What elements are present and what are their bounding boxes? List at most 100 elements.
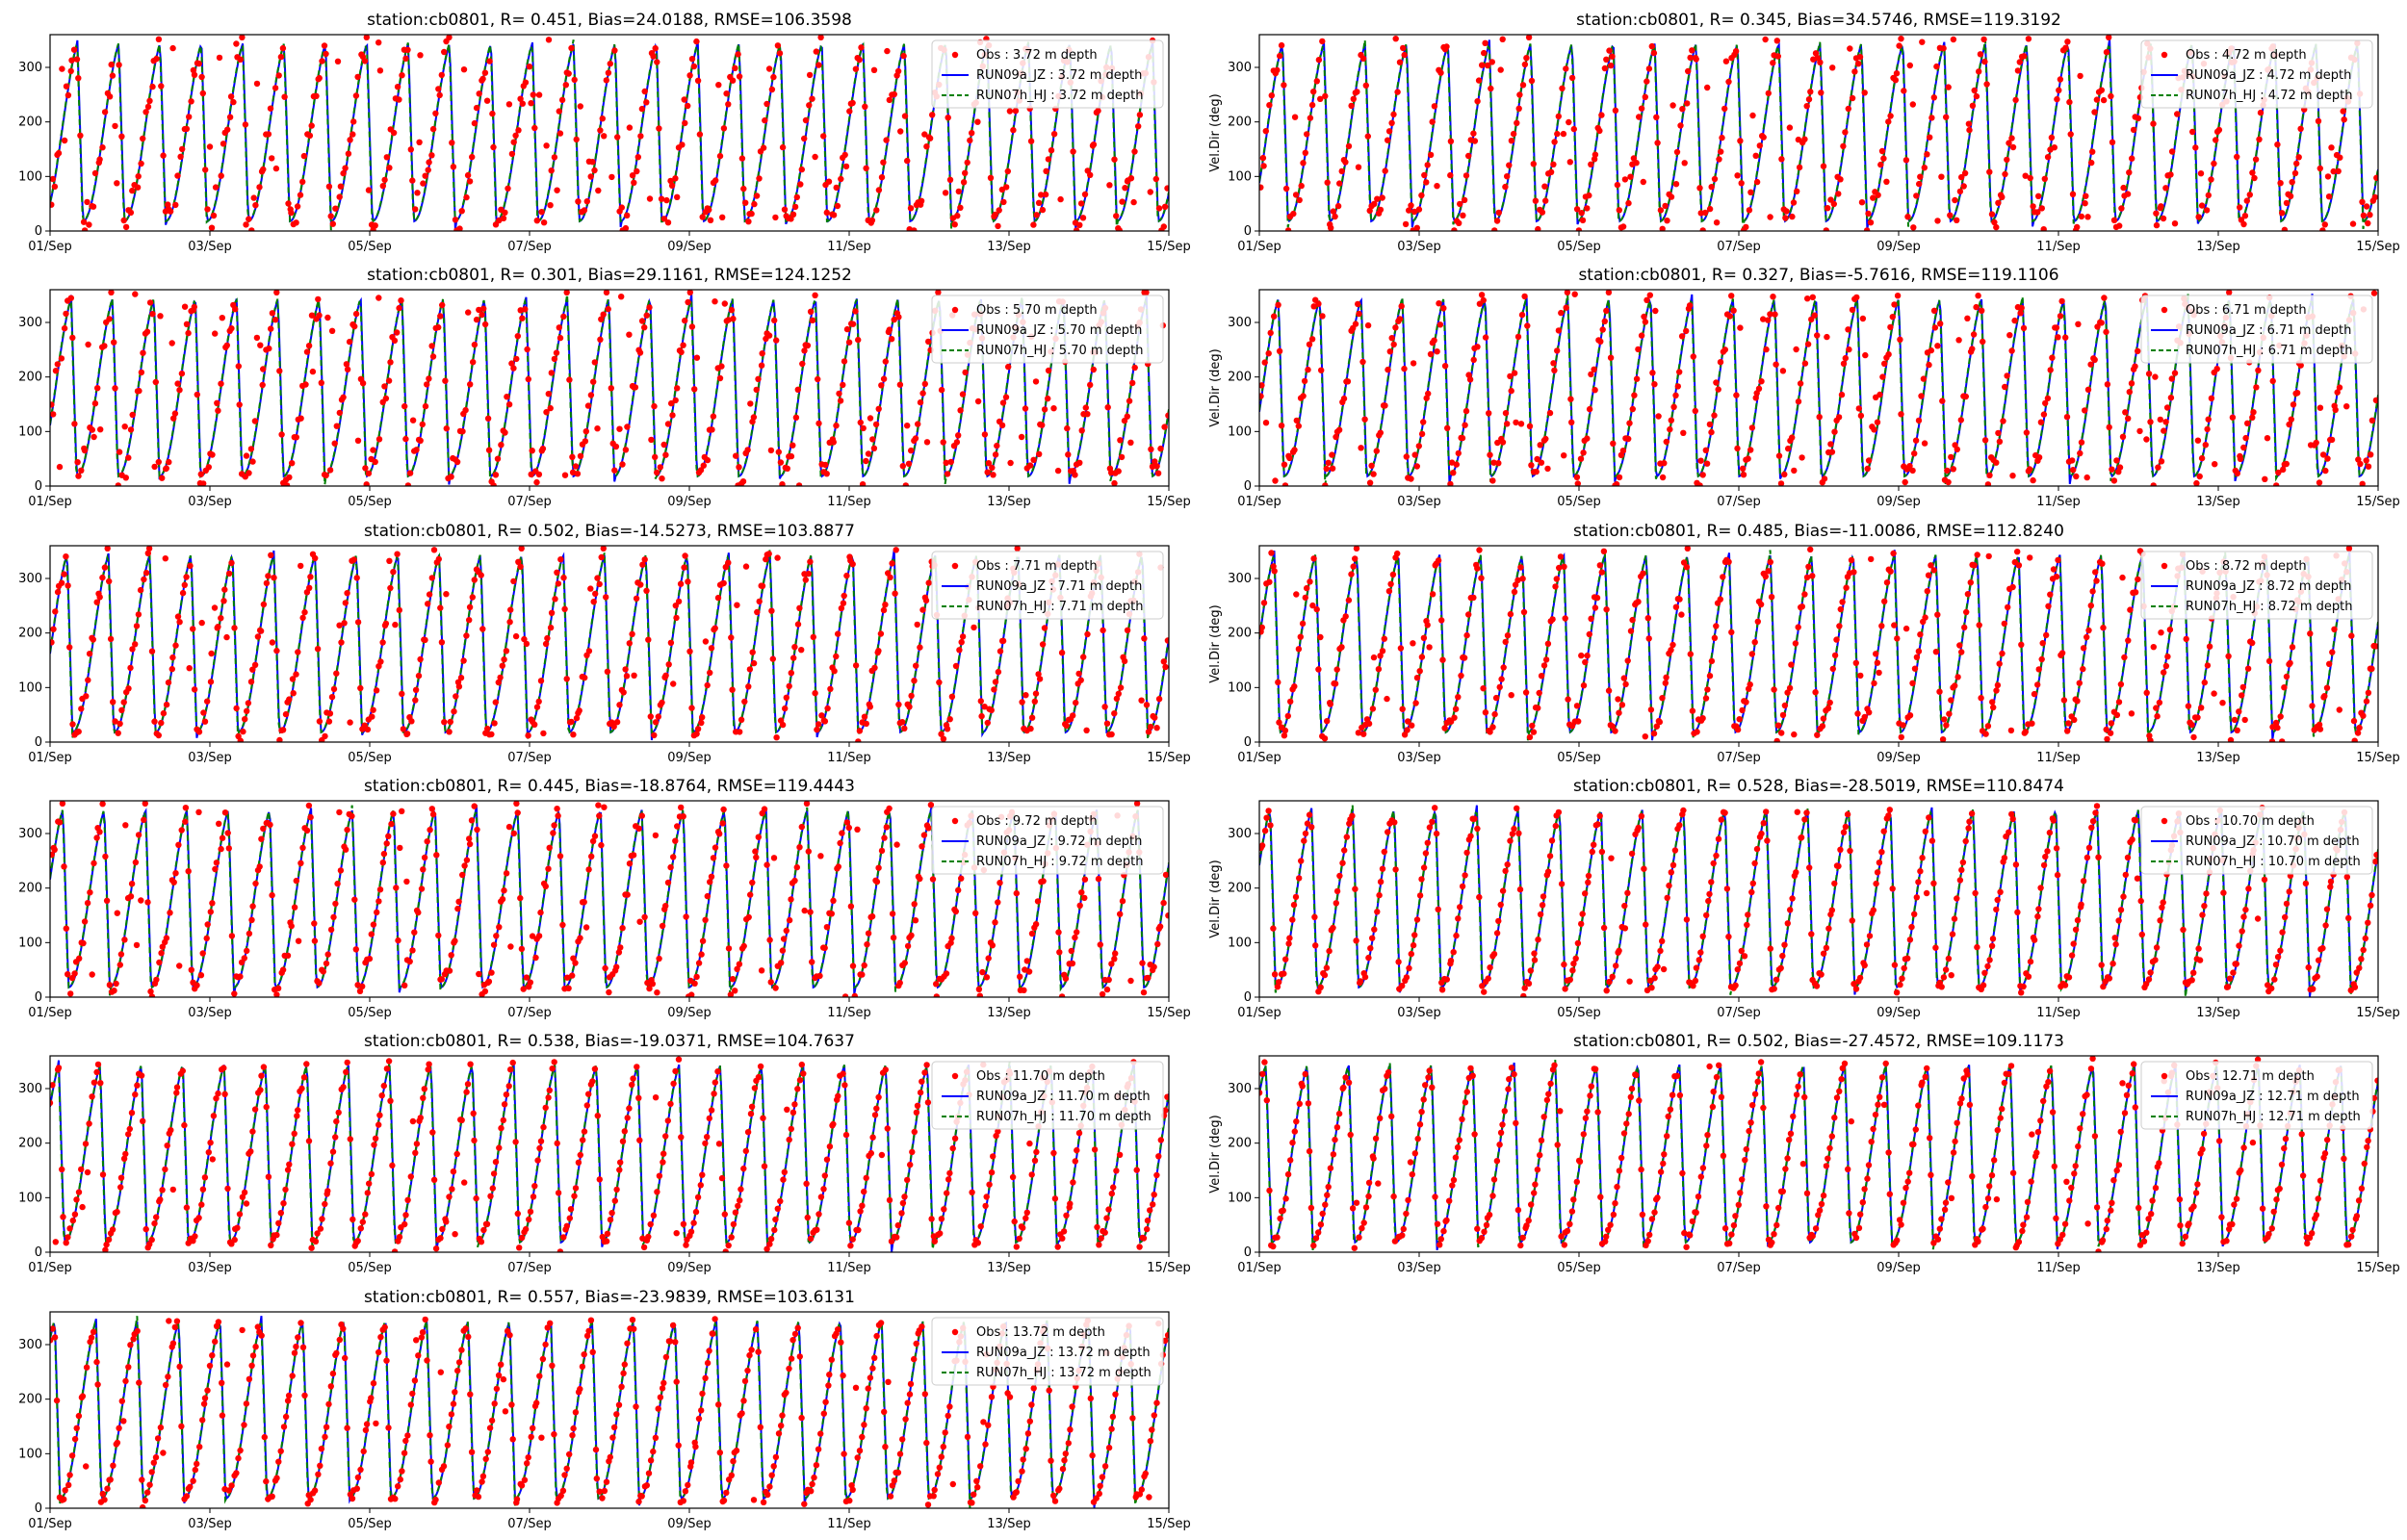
y-tick-label: 200 [1228, 882, 1252, 896]
obs-point [775, 449, 782, 455]
obs-point [945, 1176, 952, 1183]
obs-point [221, 1091, 228, 1098]
obs-point [677, 580, 685, 587]
obs-point [1074, 1146, 1080, 1154]
obs-point [1830, 200, 1838, 208]
obs-point [572, 960, 579, 966]
obs-point [1153, 725, 1160, 732]
obs-point [233, 40, 240, 47]
obs-point [1775, 452, 1783, 459]
obs-point [1482, 334, 1489, 341]
obs-point [2279, 738, 2286, 742]
obs-point [2089, 148, 2096, 155]
obs-point [1760, 820, 1768, 827]
obs-point [254, 633, 262, 640]
obs-point [636, 349, 644, 356]
obs-point [1353, 937, 1359, 944]
obs-point [1427, 350, 1435, 358]
obs-point [2249, 639, 2256, 647]
subplot-title: station:cb0801, R= 0.451, Bias=24.0188, … [367, 11, 852, 30]
obs-point [1352, 555, 1359, 562]
obs-point [949, 1144, 956, 1152]
obs-point [723, 862, 730, 869]
obs-point [84, 1168, 91, 1176]
obs-point [908, 447, 915, 454]
obs-point [1928, 346, 1935, 354]
obs-point [914, 621, 920, 629]
y-tick-label: 100 [18, 936, 42, 950]
obs-point [626, 124, 634, 131]
obs-point [1033, 212, 1040, 218]
obs-point [1909, 680, 1916, 686]
obs-point [1145, 729, 1152, 735]
obs-point [915, 421, 921, 427]
obs-point [1883, 178, 1890, 185]
obs-point [89, 1093, 95, 1100]
obs-point [403, 878, 410, 886]
obs-point [2078, 213, 2085, 220]
obs-point [940, 439, 946, 446]
obs-point [155, 458, 162, 466]
legend-label: RUN07h_HJ : 6.71 m depth [2186, 344, 2353, 358]
obs-point [251, 1106, 259, 1113]
obs-point [116, 62, 122, 68]
obs-point [1786, 684, 1794, 692]
obs-point [962, 369, 969, 376]
obs-point [2009, 583, 2016, 591]
obs-point [1600, 548, 1608, 554]
obs-point [404, 482, 412, 486]
obs-point [1286, 935, 1293, 941]
obs-point [716, 152, 724, 160]
obs-point [342, 600, 349, 606]
obs-point [1083, 727, 1090, 733]
obs-point [748, 1103, 756, 1111]
obs-point [1359, 55, 1367, 62]
obs-point [465, 309, 472, 316]
obs-point [722, 1248, 729, 1252]
obs-point [946, 176, 954, 183]
obs-point [1108, 961, 1115, 967]
obs-point [1894, 635, 1901, 642]
obs-point [73, 1196, 80, 1203]
obs-point [2087, 603, 2094, 609]
obs-point [1616, 947, 1622, 954]
obs-point [1812, 50, 1820, 57]
obs-point [2153, 221, 2161, 229]
obs-point [1669, 641, 1676, 649]
obs-point [2241, 716, 2248, 724]
obs-point [1584, 435, 1591, 442]
obs-point [1644, 615, 1652, 622]
obs-point [880, 159, 887, 166]
obs-point [921, 380, 928, 388]
obs-point [1418, 192, 1425, 199]
obs-point [289, 676, 297, 682]
obs-point [760, 144, 767, 151]
obs-point [2237, 204, 2243, 211]
obs-point [1317, 984, 1324, 990]
obs-point [257, 628, 265, 634]
obs-point [990, 472, 996, 478]
obs-point [523, 974, 531, 981]
obs-point [215, 1090, 221, 1097]
obs-point [1098, 1235, 1104, 1242]
obs-point [607, 1217, 614, 1223]
obs-point [2074, 916, 2082, 924]
obs-point [1662, 202, 1669, 210]
obs-point [571, 76, 578, 84]
obs-point [1703, 460, 1711, 467]
obs-point [638, 812, 645, 819]
obs-point [1626, 420, 1633, 426]
obs-point [138, 369, 145, 376]
obs-point [163, 465, 169, 472]
obs-point [1551, 139, 1558, 145]
obs-point [174, 380, 181, 387]
obs-point [992, 919, 998, 926]
obs-point [50, 201, 55, 208]
obs-point [2332, 406, 2339, 413]
obs-point [978, 712, 985, 720]
obs-point [1078, 427, 1085, 434]
obs-point [1267, 822, 1274, 829]
obs-point [1837, 846, 1844, 853]
obs-point [740, 1165, 747, 1172]
obs-point [946, 716, 953, 723]
